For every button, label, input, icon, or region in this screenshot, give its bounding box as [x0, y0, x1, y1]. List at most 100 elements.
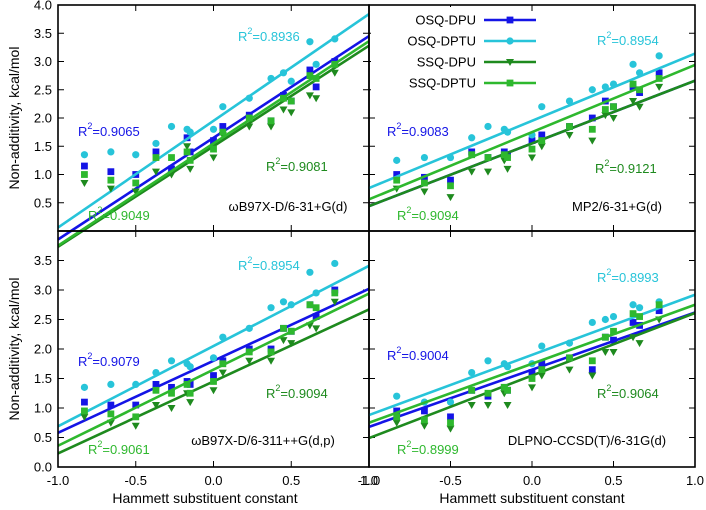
r2-annotation: R2=0.9064	[597, 383, 659, 401]
data-point	[503, 363, 512, 371]
data-point	[601, 112, 610, 120]
r2-annotation: R2=0.9081	[266, 156, 328, 174]
data-point	[538, 360, 546, 368]
data-point	[287, 77, 295, 85]
x-tick-label: -1.0	[358, 473, 380, 488]
data-point	[186, 363, 194, 371]
data-point	[504, 154, 511, 161]
data-point	[330, 69, 339, 77]
method-label: ωB97X-D/6-31+G(d)	[229, 199, 348, 214]
data-point	[209, 387, 218, 395]
data-point	[392, 419, 401, 427]
x-axis-label-left: Hammett substituent constant	[112, 490, 297, 506]
data-point	[245, 123, 254, 131]
x-tick-label: 0.5	[604, 473, 622, 488]
data-point	[152, 139, 160, 148]
x-tick-label: -1.0	[47, 473, 69, 488]
data-point	[183, 381, 191, 388]
data-point	[655, 52, 663, 60]
data-point	[219, 360, 227, 368]
data-point	[151, 168, 160, 176]
data-point	[468, 151, 476, 159]
data-point	[446, 194, 455, 202]
r2-annotation: R2=0.9004	[387, 345, 449, 363]
legend-marker	[506, 37, 514, 45]
data-point	[504, 386, 511, 394]
data-point	[467, 168, 476, 176]
data-point	[588, 114, 596, 122]
data-point	[393, 413, 401, 421]
series-ssq-dptu: R2=0.9061	[57, 289, 370, 457]
method-label: ωB97X-D/6-311++G(d,p)	[191, 433, 335, 448]
data-point	[305, 92, 314, 100]
data-point	[484, 357, 492, 365]
data-point	[528, 145, 536, 153]
legend-marker	[506, 16, 514, 24]
data-point	[393, 407, 401, 415]
data-point	[312, 95, 321, 103]
data-point	[468, 369, 476, 377]
data-point	[132, 401, 140, 409]
series-osq-dptu: R2=0.8954	[57, 255, 370, 428]
data-point	[538, 103, 546, 111]
data-point	[81, 398, 88, 406]
data-point	[446, 153, 455, 162]
data-point	[210, 145, 217, 153]
fit-line	[57, 12, 370, 229]
data-point	[279, 298, 288, 306]
data-point	[267, 123, 276, 131]
data-point	[503, 128, 512, 136]
y-tick-label: 2.5	[34, 82, 52, 97]
data-point	[601, 348, 610, 356]
data-point	[81, 171, 88, 178]
data-point	[80, 179, 89, 187]
y-tick-label: 4.0	[34, 0, 52, 13]
y-axis-label-top: Non-additivity, kcal/mol	[6, 47, 22, 190]
data-point	[447, 182, 454, 190]
data-point	[267, 304, 275, 312]
data-point	[655, 69, 663, 77]
data-point	[636, 86, 643, 94]
data-point	[306, 268, 314, 276]
data-point	[601, 333, 609, 341]
y-tick-label: 2.0	[34, 111, 52, 126]
data-point	[446, 425, 455, 433]
data-point	[183, 148, 191, 156]
data-point	[245, 348, 253, 356]
data-point	[588, 372, 597, 380]
data-point	[287, 327, 295, 335]
data-point	[636, 313, 643, 320]
legend-background	[371, 7, 511, 93]
r2-annotation: R2=0.9083	[387, 121, 449, 139]
r2-annotation: R2=0.9094	[266, 383, 328, 401]
data-point	[219, 123, 227, 130]
method-label: MP2/6-31+G(d)	[572, 199, 662, 214]
data-point	[312, 313, 320, 320]
data-point	[81, 407, 88, 415]
series-ssq-dpu: R2=0.9121	[368, 79, 696, 208]
data-point	[279, 69, 288, 77]
data-point	[447, 413, 454, 421]
data-point	[565, 131, 574, 139]
data-point	[80, 151, 89, 159]
x-tick-label: 1.0	[360, 473, 378, 488]
data-point	[167, 405, 176, 412]
y-tick-label: 3.0	[34, 283, 52, 298]
data-point	[106, 185, 115, 193]
data-point	[168, 165, 175, 173]
series-osq-dptu: R2=0.8936	[57, 12, 370, 229]
x-tick-label: -0.5	[439, 473, 461, 488]
data-point	[306, 38, 314, 46]
data-point	[267, 348, 275, 356]
data-point	[312, 75, 320, 82]
r2-annotation: R2=0.9065	[78, 121, 140, 139]
data-point	[601, 315, 609, 324]
panels-layer: 0.5 1.0 1.5 2.0 2.5 3.0 3.5 4.0 R2=0.9065 R2=0.89…	[34, 0, 704, 488]
data-point	[306, 66, 314, 74]
data-point	[330, 298, 339, 306]
data-point	[393, 392, 401, 400]
legend-label: OSQ-DPTU	[407, 34, 476, 49]
data-point	[447, 176, 454, 184]
data-point	[566, 123, 573, 130]
data-point	[152, 386, 160, 394]
